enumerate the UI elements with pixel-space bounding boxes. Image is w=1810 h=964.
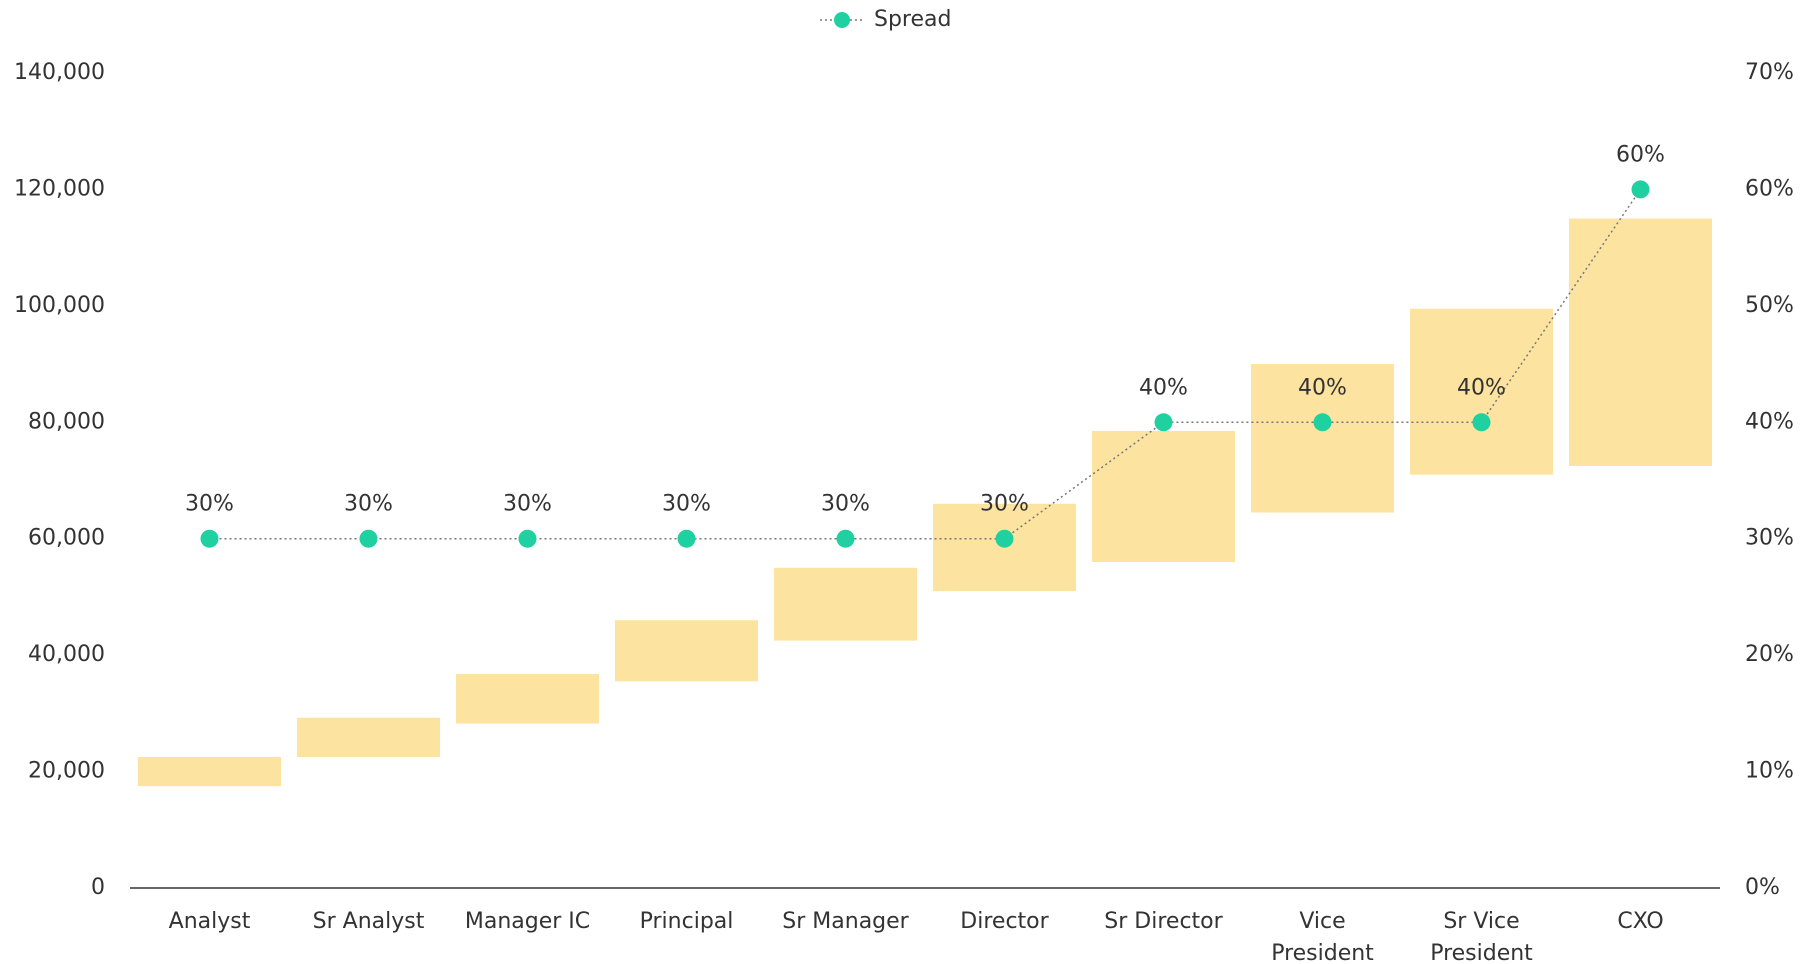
y2-tick-label: 10% <box>1745 759 1794 784</box>
y2-tick-label: 0% <box>1745 875 1780 900</box>
spread-point <box>359 529 378 548</box>
range-bar <box>455 674 600 724</box>
range-bar <box>614 620 759 682</box>
data-label: 40% <box>1457 375 1506 400</box>
data-label: 30% <box>662 492 711 517</box>
x-tick-label: Director <box>960 909 1049 934</box>
data-label: 40% <box>1139 375 1188 400</box>
spread-point <box>1631 180 1650 199</box>
data-label: 30% <box>821 492 870 517</box>
y-tick-label: 20,000 <box>28 759 105 784</box>
range-bar <box>1568 218 1713 466</box>
y2-tick-label: 70% <box>1745 60 1794 85</box>
y2-tick-label: 60% <box>1745 176 1794 201</box>
spread-point <box>677 529 696 548</box>
spread-point <box>836 529 855 548</box>
x-tick-label: Sr Manager <box>782 909 909 934</box>
x-tick-label: Manager IC <box>465 909 590 934</box>
y2-tick-label: 40% <box>1745 409 1794 434</box>
spread-point <box>1472 413 1491 432</box>
spread-line <box>209 189 1642 540</box>
range-bar <box>296 717 441 758</box>
data-label: 60% <box>1616 142 1665 167</box>
legend-marker <box>834 12 850 28</box>
data-label: 30% <box>185 492 234 517</box>
range-bar <box>1091 431 1236 562</box>
y2-tick-label: 20% <box>1745 642 1794 667</box>
x-tick-label: CXO <box>1617 909 1663 934</box>
y2-tick-label: 30% <box>1745 526 1794 551</box>
range-bar <box>773 567 918 641</box>
x-tick-label: Sr Vice President <box>1430 909 1533 964</box>
y-tick-label: 40,000 <box>28 642 105 667</box>
spread-point <box>200 529 219 548</box>
x-tick-label: Vice President <box>1271 909 1374 964</box>
y-tick-label: 60,000 <box>28 526 105 551</box>
y-tick-label: 140,000 <box>14 60 105 85</box>
y2-tick-label: 50% <box>1745 293 1794 318</box>
legend-label: Spread <box>874 7 951 32</box>
range-bar <box>137 757 282 787</box>
spread-point <box>1313 413 1332 432</box>
range-bar <box>1409 308 1554 475</box>
x-tick-label: Sr Analyst <box>313 909 425 934</box>
x-tick-label: Principal <box>640 909 734 934</box>
x-tick-label: Analyst <box>169 909 251 934</box>
spread-point <box>1154 413 1173 432</box>
data-label: 30% <box>980 492 1029 517</box>
spread-point <box>518 529 537 548</box>
y-tick-label: 0 <box>91 875 105 900</box>
y-tick-label: 80,000 <box>28 409 105 434</box>
spread-point <box>995 529 1014 548</box>
data-label: 40% <box>1298 375 1347 400</box>
y-tick-label: 100,000 <box>14 293 105 318</box>
x-tick-label: Sr Director <box>1104 909 1223 934</box>
data-label: 30% <box>344 492 393 517</box>
range-bar <box>1250 364 1395 513</box>
y-tick-label: 120,000 <box>14 176 105 201</box>
data-label: 30% <box>503 492 552 517</box>
